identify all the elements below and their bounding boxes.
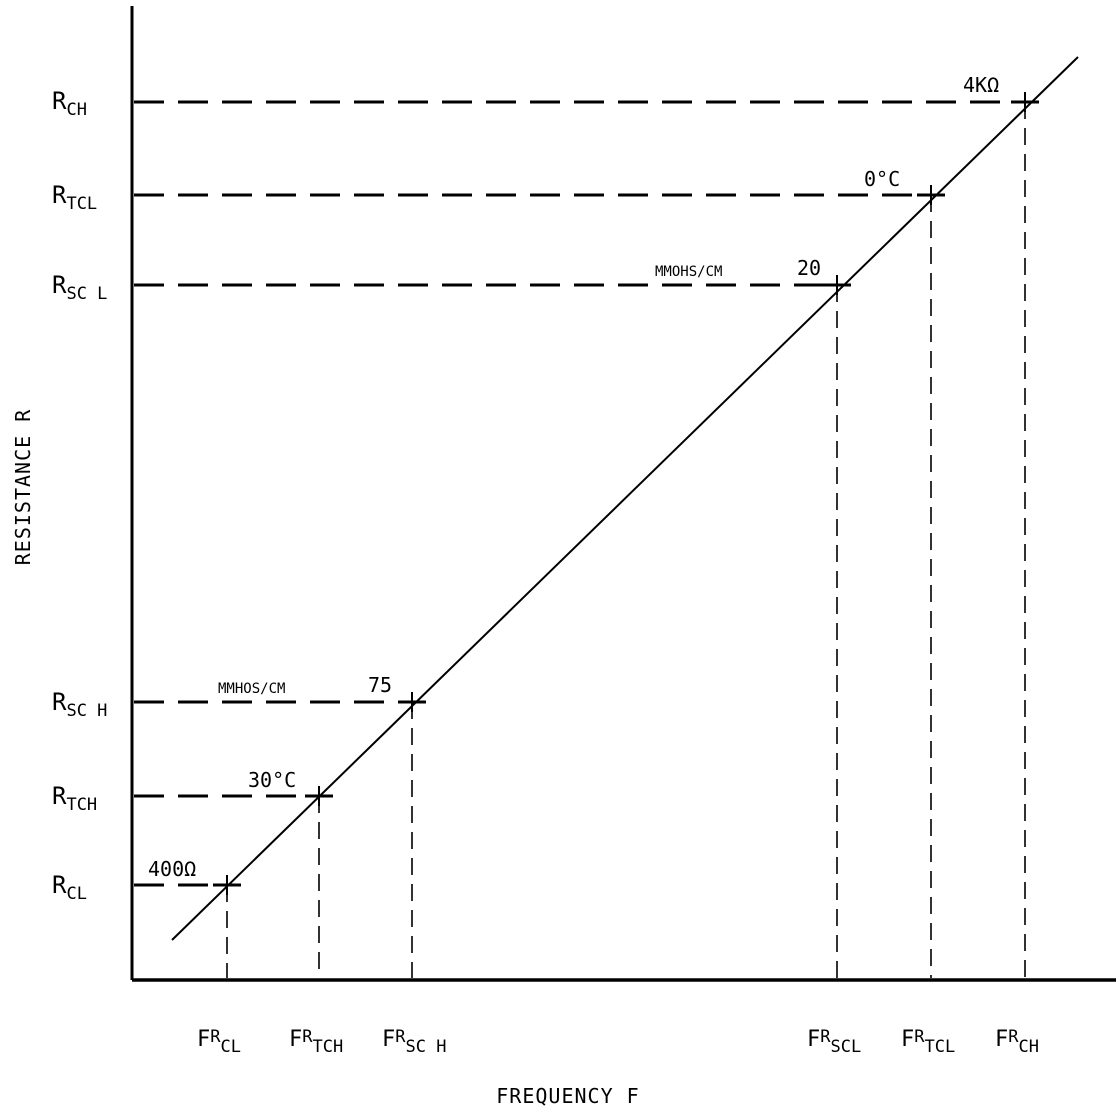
axes	[130, 6, 1116, 982]
point-label: 400Ω	[148, 857, 196, 881]
point-label-units: MMOHS/CM	[655, 264, 722, 280]
point-label: 4KΩ	[963, 73, 999, 97]
x-axis-title: FREQUENCY F	[496, 1084, 639, 1108]
x-tick-label: FRSCL	[807, 1027, 861, 1057]
y-tick-labels: RCH RTCL RSC L RSC H RTCH RCL	[52, 87, 107, 904]
y-tick-label: RSC L	[52, 271, 107, 304]
x-tick-label: FRTCH	[289, 1027, 343, 1057]
point-label: 20	[797, 256, 821, 280]
y-tick-label: RCL	[52, 871, 87, 904]
series-line-path	[171, 56, 1079, 941]
x-tick-labels: FRCL FRTCH FRSC H FRSCL FRTCL FRCH	[197, 1027, 1039, 1057]
point-label: 75	[368, 673, 392, 697]
y-tick-label: RSC H	[52, 688, 107, 721]
x-tick-label: FRCL	[197, 1027, 241, 1057]
y-tick-label: RTCH	[52, 782, 97, 815]
y-tick-label: RCH	[52, 87, 87, 120]
series-line	[171, 56, 1079, 941]
y-tick-label: RTCL	[52, 181, 97, 214]
guide-lines	[134, 100, 1026, 978]
point-label: 0°C	[864, 167, 900, 191]
x-tick-label: FRTCL	[901, 1027, 955, 1057]
point-annotations: 400Ω 30°C 75 MMHOS/CM 20 MMOHS/CM 0°C 4KΩ	[148, 73, 999, 881]
point-label-units: MMHOS/CM	[218, 681, 285, 697]
point-label: 30°C	[248, 768, 296, 792]
point-markers	[213, 92, 1039, 895]
x-tick-label: FRSC H	[382, 1027, 446, 1057]
y-axis-title: RESISTANCE R	[11, 409, 35, 566]
x-tick-label: FRCH	[995, 1027, 1039, 1057]
